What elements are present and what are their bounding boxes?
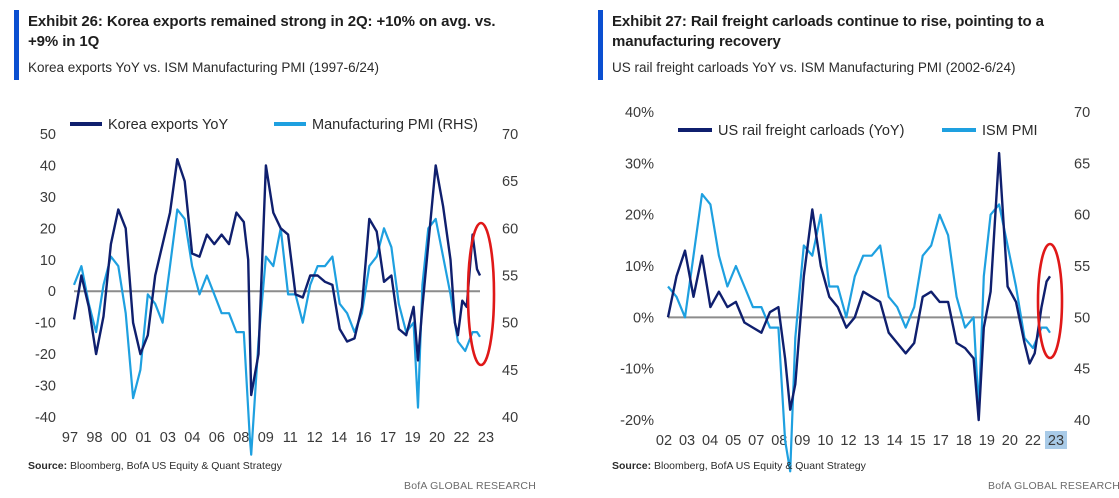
- y-right-tick-label: 55: [1074, 259, 1090, 275]
- legend-label: ISM PMI: [982, 123, 1038, 139]
- x-tick-label: 02: [656, 433, 672, 449]
- x-tick-label: 22: [453, 430, 469, 446]
- y-right-tick-label: 60: [1074, 208, 1090, 224]
- series-line-pmi: [72, 208, 481, 456]
- y-right-tick-label: 65: [1074, 156, 1090, 172]
- x-tick-label: 14: [331, 430, 347, 446]
- x-tick-label: 03: [160, 430, 176, 446]
- x-tick-label: 13: [863, 433, 879, 449]
- y-left-tick-label: 40: [40, 158, 56, 174]
- x-tick-label: 08: [771, 433, 787, 449]
- x-tick-label: 19: [405, 430, 421, 446]
- y-left-tick-label: 10%: [625, 259, 654, 275]
- x-tick-label: 22: [1025, 433, 1041, 449]
- y-left-tick-label: -30: [35, 379, 56, 395]
- y-left-tick-label: 0%: [633, 310, 654, 326]
- y-right-tick-label: 40: [1074, 413, 1090, 429]
- y-left-tick-label: 10: [40, 253, 56, 269]
- x-tick-label: 16: [356, 430, 372, 446]
- x-tick-label: 19: [979, 433, 995, 449]
- accent-bar: [14, 10, 19, 80]
- exhibit-title: Exhibit 26: Korea exports remained stron…: [28, 13, 496, 50]
- y-right-tick-label: 40: [502, 410, 518, 426]
- y-right-tick-label: 60: [502, 221, 518, 237]
- y-left-tick-label: 30%: [625, 156, 654, 172]
- series-line-primary: [72, 157, 482, 397]
- x-tick-label: 10: [817, 433, 833, 449]
- y-left-tick-label: -10: [35, 316, 56, 332]
- x-tick-label: 20: [429, 430, 445, 446]
- legend-label: Manufacturing PMI (RHS): [312, 117, 478, 133]
- x-tick-label: 12: [840, 433, 856, 449]
- x-tick-label: 98: [86, 430, 102, 446]
- series-line-primary: [666, 151, 1051, 422]
- brand-label: BofA GLOBAL RESEARCH: [988, 480, 1119, 492]
- y-right-tick-label: 45: [1074, 362, 1090, 378]
- source-label: Source:: [28, 460, 68, 472]
- y-left-tick-label: 30: [40, 190, 56, 206]
- x-tick-label: 00: [111, 430, 127, 446]
- y-right-tick-label: 65: [502, 174, 518, 190]
- y-right-tick-label: 70: [502, 127, 518, 143]
- series-line-pmi: [667, 192, 1051, 473]
- y-left-tick-label: 50: [40, 127, 56, 143]
- x-tick-label: 17: [380, 430, 396, 446]
- x-tick-label: 20: [1002, 433, 1018, 449]
- y-left-tick-label: 0: [48, 284, 56, 300]
- x-tick-label: 06: [209, 430, 225, 446]
- y-right-tick-label: 45: [502, 363, 518, 379]
- y-left-tick-label: -20%: [620, 413, 654, 429]
- rail-freight-chart: 40% 30% 20% 10% 0% -10% -20% 70 65 60 55 50 45 40 02 03…: [620, 105, 1090, 473]
- y-right-tick-label: 70: [1074, 105, 1090, 121]
- legend-label: Korea exports YoY: [108, 117, 228, 133]
- source-label: Source:: [612, 460, 652, 472]
- exhibit-subtitle: Korea exports YoY vs. ISM Manufacturing …: [28, 60, 379, 75]
- x-tick-label: 17: [933, 433, 949, 449]
- x-tick-label: 04: [184, 430, 200, 446]
- x-tick-label: 09: [258, 430, 274, 446]
- x-tick-label: 07: [748, 433, 764, 449]
- y-left-tick-label: -40: [35, 410, 56, 426]
- source-text: Bloomberg, BofA US Equity & Quant Strate…: [651, 460, 866, 472]
- x-tick-label: 11: [283, 430, 298, 446]
- y-left-tick-label: 20%: [625, 208, 654, 224]
- exhibit-26-panel: Exhibit 26: Korea exports remained stron…: [14, 10, 544, 496]
- x-tick-label: 23: [478, 430, 494, 446]
- highlight-ellipse: [1036, 242, 1064, 360]
- source-note: Source: Bloomberg, BofA US Equity & Quan…: [612, 460, 866, 472]
- accent-bar: [598, 10, 603, 80]
- x-tick-highlight: [1045, 431, 1067, 449]
- y-left-tick-label: 40%: [625, 105, 654, 121]
- x-tick-label: 08: [233, 430, 249, 446]
- x-tick-label: 97: [62, 430, 78, 446]
- x-tick-label: 04: [702, 433, 718, 449]
- y-left-tick-label: -10%: [620, 362, 654, 378]
- y-right-tick-label: 50: [1074, 310, 1090, 326]
- source-text: Bloomberg, BofA US Equity & Quant Strate…: [67, 460, 282, 472]
- x-tick-label: 23: [1048, 433, 1064, 449]
- source-note: Source: Bloomberg, BofA US Equity & Quan…: [28, 460, 282, 472]
- x-tick-label: 03: [679, 433, 695, 449]
- x-tick-label: 15: [910, 433, 926, 449]
- x-tick-label: 14: [887, 433, 903, 449]
- y-right-tick-label: 50: [502, 316, 518, 332]
- x-tick-label: 01: [135, 430, 151, 446]
- y-left-tick-label: -20: [35, 347, 56, 363]
- x-tick-label: 12: [307, 430, 323, 446]
- x-tick-label: 18: [956, 433, 972, 449]
- legend-label: US rail freight carloads (YoY): [718, 123, 904, 139]
- exhibit-title: Exhibit 27: Rail freight carloads contin…: [612, 13, 1044, 50]
- exhibit-subtitle: US rail freight carloads YoY vs. ISM Man…: [612, 60, 1016, 75]
- exhibit-27-panel: Exhibit 27: Rail freight carloads contin…: [598, 10, 1119, 496]
- x-tick-label: 05: [725, 433, 741, 449]
- y-right-tick-label: 55: [502, 269, 518, 285]
- brand-label: BofA GLOBAL RESEARCH: [404, 480, 536, 492]
- x-tick-label: 09: [794, 433, 810, 449]
- highlight-ellipse: [466, 221, 496, 367]
- y-left-tick-label: 20: [40, 221, 56, 237]
- korea-exports-chart: 50 40 30 20 10 0 -10 -20 -30 -40 70 65 60 55 50 45 40 97 9…: [35, 117, 518, 456]
